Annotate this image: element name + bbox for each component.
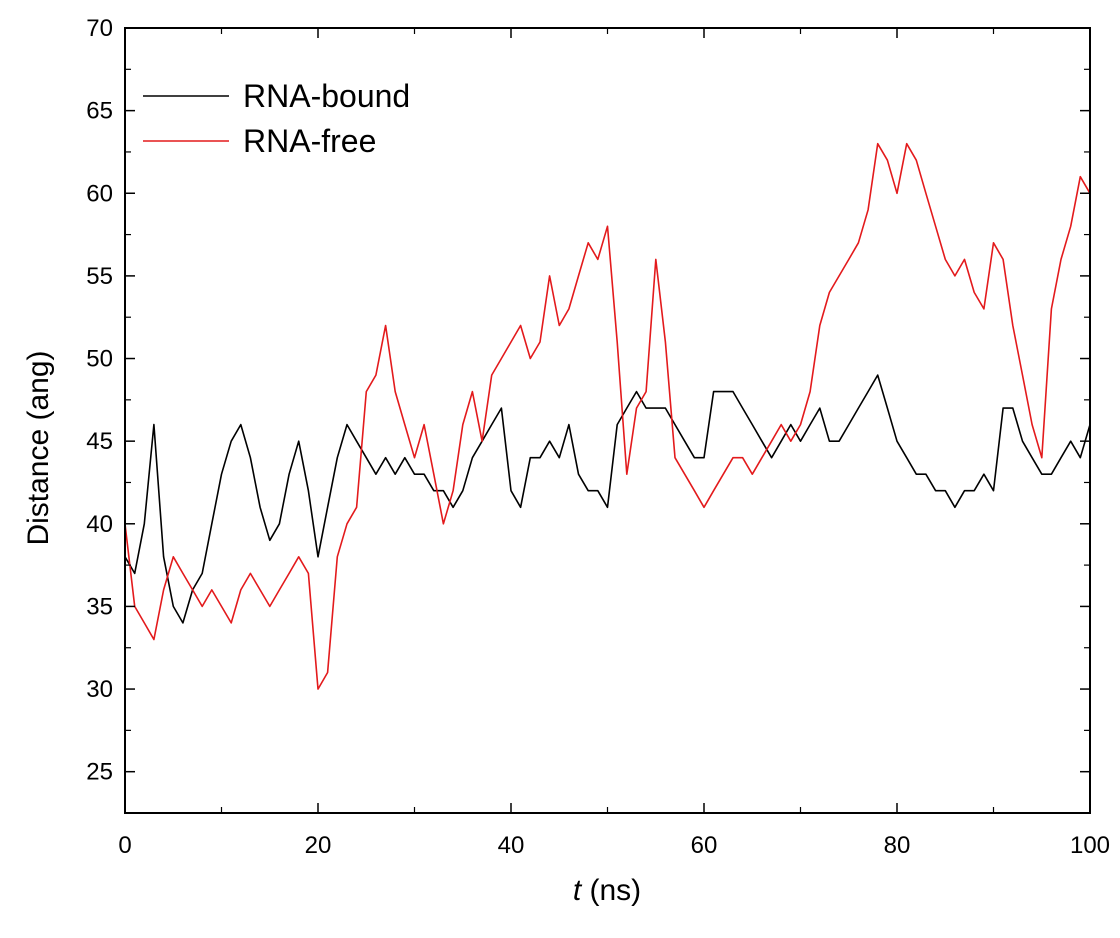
y-tick-label: 40 — [86, 511, 113, 538]
x-tick-label: 60 — [691, 832, 718, 859]
y-tick-label: 60 — [86, 180, 113, 207]
legend: RNA-bound RNA-free — [143, 78, 410, 159]
y-tick-label: 30 — [86, 676, 113, 703]
x-axis-unit: (ns) — [581, 874, 641, 907]
ticks-layer: 0 20 40 60 80 100 25 30 35 40 45 50 55 60 65 70 — [86, 15, 1110, 859]
x-axis-title: t (ns) — [573, 874, 641, 907]
y-tick-label: 25 — [86, 759, 113, 786]
x-tick-label: 20 — [305, 832, 332, 859]
x-tick-label: 100 — [1070, 832, 1110, 859]
y-axis-title: Distance (ang) — [22, 350, 55, 545]
x-tick-label: 80 — [884, 832, 911, 859]
y-tick-label: 55 — [86, 263, 113, 290]
x-tick-label: 40 — [498, 832, 525, 859]
x-axis-variable: t — [573, 874, 583, 907]
y-tick-label: 50 — [86, 346, 113, 373]
y-tick-label: 35 — [86, 593, 113, 620]
y-tick-label: 45 — [86, 428, 113, 455]
y-tick-label: 65 — [86, 98, 113, 125]
series-line-rna-bound — [124, 374, 1091, 624]
series-line-rna-free — [124, 142, 1091, 690]
legend-label-rna-free: RNA-free — [243, 123, 376, 159]
x-tick-label: 0 — [118, 832, 131, 859]
series-layer — [124, 142, 1091, 690]
y-tick-label: 70 — [86, 15, 113, 42]
legend-label-rna-bound: RNA-bound — [243, 78, 410, 114]
